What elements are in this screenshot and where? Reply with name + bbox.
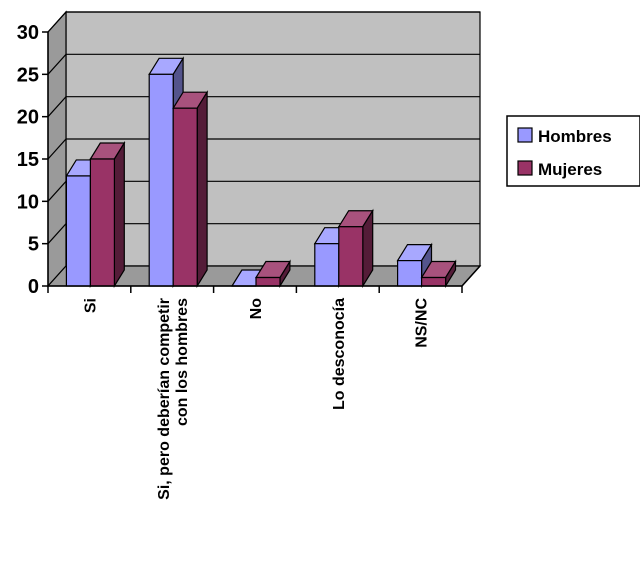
- gridline: [47, 53, 480, 75]
- gridline: [47, 138, 480, 160]
- x-tick-label-si: Si: [82, 298, 99, 313]
- x-tick-label-no: No: [248, 298, 265, 320]
- x-tick-label-ns-nc: NS/NC: [414, 298, 431, 348]
- y-tick-label: 0: [28, 276, 39, 298]
- x-tick-label-si-pero-deberian-competir-con-los-hombres: con los hombres: [174, 298, 191, 426]
- bar-mujeres-lo-desconocia: [337, 208, 374, 289]
- bars: [65, 56, 457, 289]
- y-tick-label: 20: [17, 107, 39, 129]
- bar-mujeres-no: [254, 259, 291, 289]
- legend-swatch-hombres: [517, 127, 533, 143]
- y-axis: 0 5 10 15 20 25 30: [17, 22, 49, 298]
- y-tick-label: 10: [17, 191, 39, 213]
- gridline: [47, 96, 480, 118]
- y-tick-label: 30: [17, 22, 39, 44]
- x-tick-label-lo-desconocia: Lo desconocía: [331, 298, 348, 410]
- legend-swatch-mujeres: [517, 160, 533, 176]
- legend: Hombres Mujeres: [506, 115, 640, 187]
- x-tick-label-si-pero-deberian-competir-con-los-hombres: Si, pero deberían competir: [156, 298, 173, 500]
- y-tick-label: 15: [17, 149, 39, 171]
- bar-mujeres-ns-nc: [420, 259, 457, 289]
- bar-mujeres-si: [89, 140, 126, 289]
- legend-label-hombres: Hombres: [538, 127, 612, 146]
- legend-label-mujeres: Mujeres: [538, 160, 602, 179]
- bar-mujeres-si-pero-deberian-competir-con-los-hombres: [172, 90, 209, 289]
- gridline: [47, 11, 480, 33]
- y-tick-label: 5: [28, 234, 39, 256]
- x-axis: Si Si, pero deberían competir con los homb…: [47, 265, 481, 500]
- y-tick-label: 25: [17, 64, 39, 86]
